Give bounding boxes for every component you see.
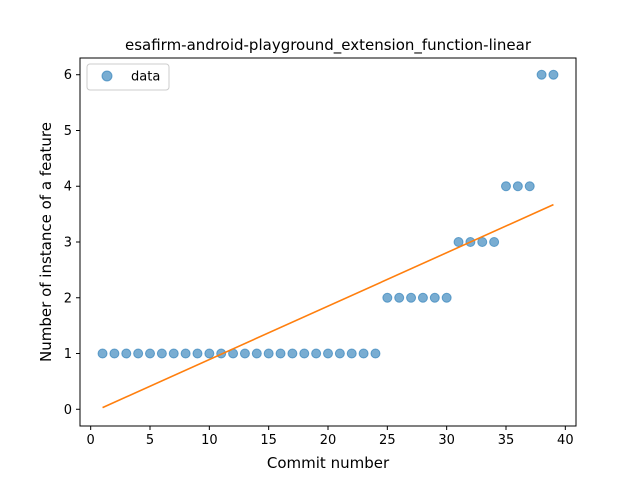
chart-title: esafirm-android-playground_extension_fun…: [125, 36, 532, 55]
x-tick-label: 25: [379, 433, 396, 448]
x-axis-label: Commit number: [267, 454, 390, 472]
data-point: [358, 348, 369, 359]
data-point: [512, 181, 523, 192]
x-axis-ticks: 0 5 10 15 20 25 30 35 40: [87, 426, 574, 448]
y-tick-label: 6: [64, 68, 72, 83]
data-point: [548, 69, 559, 80]
data-point: [180, 348, 191, 359]
x-tick-label: 0: [87, 433, 95, 448]
data-point: [97, 348, 108, 359]
data-point: [275, 348, 286, 359]
data-point: [334, 348, 345, 359]
data-point: [536, 69, 547, 80]
x-tick-label: 10: [201, 433, 218, 448]
data-point: [192, 348, 203, 359]
x-tick-label: 15: [260, 433, 277, 448]
x-tick-label: 35: [498, 433, 515, 448]
data-point: [145, 348, 156, 359]
data-point: [394, 292, 405, 303]
data-point: [156, 348, 167, 359]
legend-marker: [101, 70, 113, 82]
data-point: [370, 348, 381, 359]
data-point: [524, 181, 535, 192]
data-point: [133, 348, 144, 359]
y-tick-label: 5: [64, 124, 72, 139]
data-point: [489, 237, 500, 247]
data-point: [287, 348, 298, 359]
x-tick-label: 40: [557, 433, 574, 448]
data-point: [168, 348, 179, 359]
y-tick-label: 0: [64, 403, 72, 418]
legend: data: [86, 63, 170, 91]
y-tick-label: 1: [64, 347, 72, 362]
data-point: [346, 348, 357, 359]
y-tick-label: 2: [64, 291, 72, 306]
data-point: [417, 292, 428, 303]
x-tick-label: 20: [320, 433, 337, 448]
y-tick-label: 4: [64, 180, 72, 195]
data-point: [263, 348, 274, 359]
x-tick-label: 30: [438, 433, 455, 448]
fit-line: [102, 203, 554, 409]
data-point: [429, 292, 440, 303]
legend-frame: [86, 63, 170, 91]
data-point: [382, 292, 393, 303]
data-point: [323, 348, 333, 359]
data-point: [311, 348, 322, 359]
data-point: [204, 348, 215, 359]
data-point: [109, 348, 120, 359]
x-tick-label: 5: [146, 433, 154, 448]
y-tick-label: 3: [64, 236, 72, 251]
data-point: [239, 348, 250, 359]
y-axis-ticks: 0 1 2 3 4 5 6: [64, 68, 80, 418]
data-point: [500, 181, 511, 192]
legend-label: data: [131, 70, 160, 85]
y-axis-label: Number of instance of a feature: [37, 122, 55, 362]
data-point: [441, 292, 452, 303]
data-point: [406, 292, 417, 303]
data-point: [121, 348, 132, 359]
data-point: [299, 348, 310, 359]
data-point: [251, 348, 262, 359]
